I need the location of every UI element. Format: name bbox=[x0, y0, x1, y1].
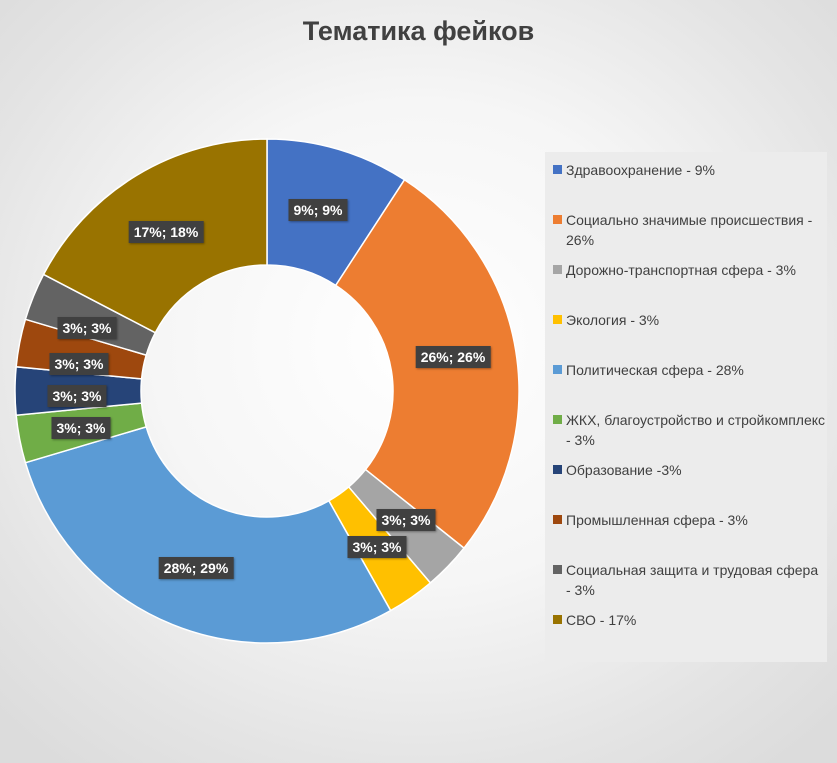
data-label-1: 9%; 9% bbox=[288, 199, 348, 221]
legend-label: Здравоохранение - 9% bbox=[566, 162, 715, 178]
legend-swatch bbox=[553, 165, 562, 174]
legend-label: Экология - 3% bbox=[566, 312, 660, 328]
data-label-9: 3%; 3% bbox=[57, 317, 117, 339]
legend-label: Социально значимые происшествия - 26% bbox=[566, 212, 813, 248]
legend-label: Образование -3% bbox=[566, 462, 682, 478]
chart-title: Тематика фейков bbox=[302, 16, 535, 46]
legend-swatch bbox=[553, 565, 562, 574]
legend-label: Социальная защита и трудовая сфера - 3% bbox=[566, 562, 819, 598]
legend: Здравоохранение - 9% Социально значимые п… bbox=[545, 152, 827, 662]
legend-label: Политическая сфера - 28% bbox=[566, 362, 744, 378]
data-label-7: 3%; 3% bbox=[47, 385, 107, 407]
legend-label: Промышленная сфера - 3% bbox=[566, 512, 748, 528]
legend-swatch bbox=[553, 265, 562, 274]
legend-label: ЖКХ, благоустройство и стройкомплекс - 3… bbox=[566, 412, 826, 448]
donut-slice-5 bbox=[24, 425, 392, 644]
legend-swatch bbox=[553, 515, 562, 524]
legend-label: СВО - 17% bbox=[566, 612, 637, 628]
data-label-3: 3%; 3% bbox=[376, 509, 436, 531]
legend-swatch bbox=[553, 215, 562, 224]
legend-swatch bbox=[553, 465, 562, 474]
legend-swatch bbox=[553, 615, 562, 624]
legend-label: Дорожно-транспортная сфера - 3% bbox=[566, 262, 796, 278]
legend-swatch bbox=[553, 365, 562, 374]
data-label-5: 28%; 29% bbox=[158, 557, 234, 579]
data-label-6: 3%; 3% bbox=[51, 417, 111, 439]
legend-swatch bbox=[553, 415, 562, 424]
legend-swatch bbox=[553, 315, 562, 324]
data-label-8: 3%; 3% bbox=[49, 353, 109, 375]
data-label-4: 3%; 3% bbox=[347, 536, 407, 558]
data-label-10: 17%; 18% bbox=[128, 221, 204, 243]
data-label-2: 26%; 26% bbox=[415, 346, 491, 368]
